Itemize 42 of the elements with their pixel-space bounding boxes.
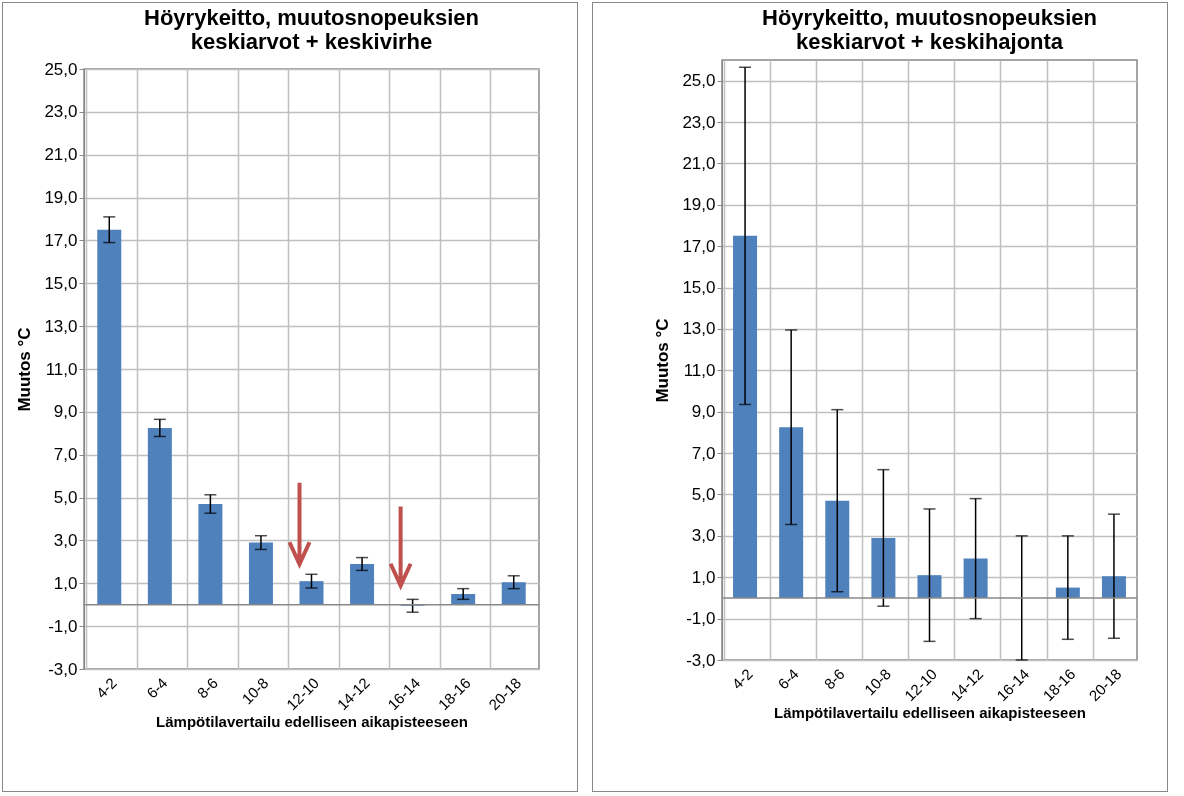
x-tick-label: 4-2	[728, 665, 756, 693]
y-tick-label: 9,0	[53, 402, 78, 422]
x-tick-label: 6-4	[143, 674, 171, 702]
y-tick-label: 15,0	[44, 273, 78, 293]
y-tick-label: 1,0	[53, 573, 78, 593]
y-tick-label: 13,0	[682, 319, 716, 339]
y-tick-label: 17,0	[44, 230, 78, 250]
y-tick-label: -3,0	[686, 650, 716, 670]
y-tick-label: 19,0	[682, 195, 716, 215]
y-tick-label: 25,0	[682, 71, 716, 91]
y-axis-title: Muutos °C	[15, 327, 35, 412]
y-tick-label: 21,0	[44, 145, 78, 165]
x-tick-label: 8-6	[820, 665, 848, 693]
y-tick-label: 13,0	[44, 316, 78, 336]
y-tick-label: 1,0	[691, 567, 716, 587]
y-tick-label: 17,0	[682, 236, 716, 256]
x-tick-label: 8-6	[193, 674, 221, 702]
y-tick-label: -3,0	[48, 659, 78, 679]
y-tick-label: -1,0	[48, 616, 78, 636]
y-tick-label: 3,0	[53, 530, 78, 550]
y-tick-label: 11,0	[683, 360, 716, 380]
y-tick-label: 23,0	[44, 102, 78, 122]
chart-title: Höyrykeitto, muutosnopeuksien keskiarvot + keskihajonta	[762, 5, 1097, 54]
y-tick-label: 9,0	[691, 402, 716, 422]
y-tick-label: 11,0	[45, 359, 78, 379]
y-tick-label: 5,0	[53, 488, 78, 508]
y-axis-title: Muutos °C	[653, 318, 673, 403]
y-tick-label: 15,0	[682, 278, 716, 298]
y-tick-label: 25,0	[44, 59, 78, 79]
x-tick-label: 6-4	[774, 665, 802, 693]
chart-title: Höyrykeitto, muutosnopeuksien keskiarvot + keskivirhe	[144, 5, 479, 54]
y-tick-label: 21,0	[682, 153, 716, 173]
y-tick-label: -1,0	[686, 609, 716, 629]
x-axis-title: Lämpötilavertailu edelliseen aikapisteeseen	[156, 713, 468, 731]
x-tick-label: 4-2	[92, 674, 120, 702]
y-tick-label: 23,0	[682, 112, 716, 132]
y-tick-label: 7,0	[691, 443, 716, 463]
x-axis-title: Lämpötilavertailu edelliseen aikapisteeseen	[774, 704, 1086, 722]
y-tick-label: 3,0	[691, 526, 716, 546]
y-tick-label: 7,0	[53, 445, 78, 465]
y-tick-label: 19,0	[44, 188, 78, 208]
y-tick-label: 5,0	[691, 484, 716, 504]
